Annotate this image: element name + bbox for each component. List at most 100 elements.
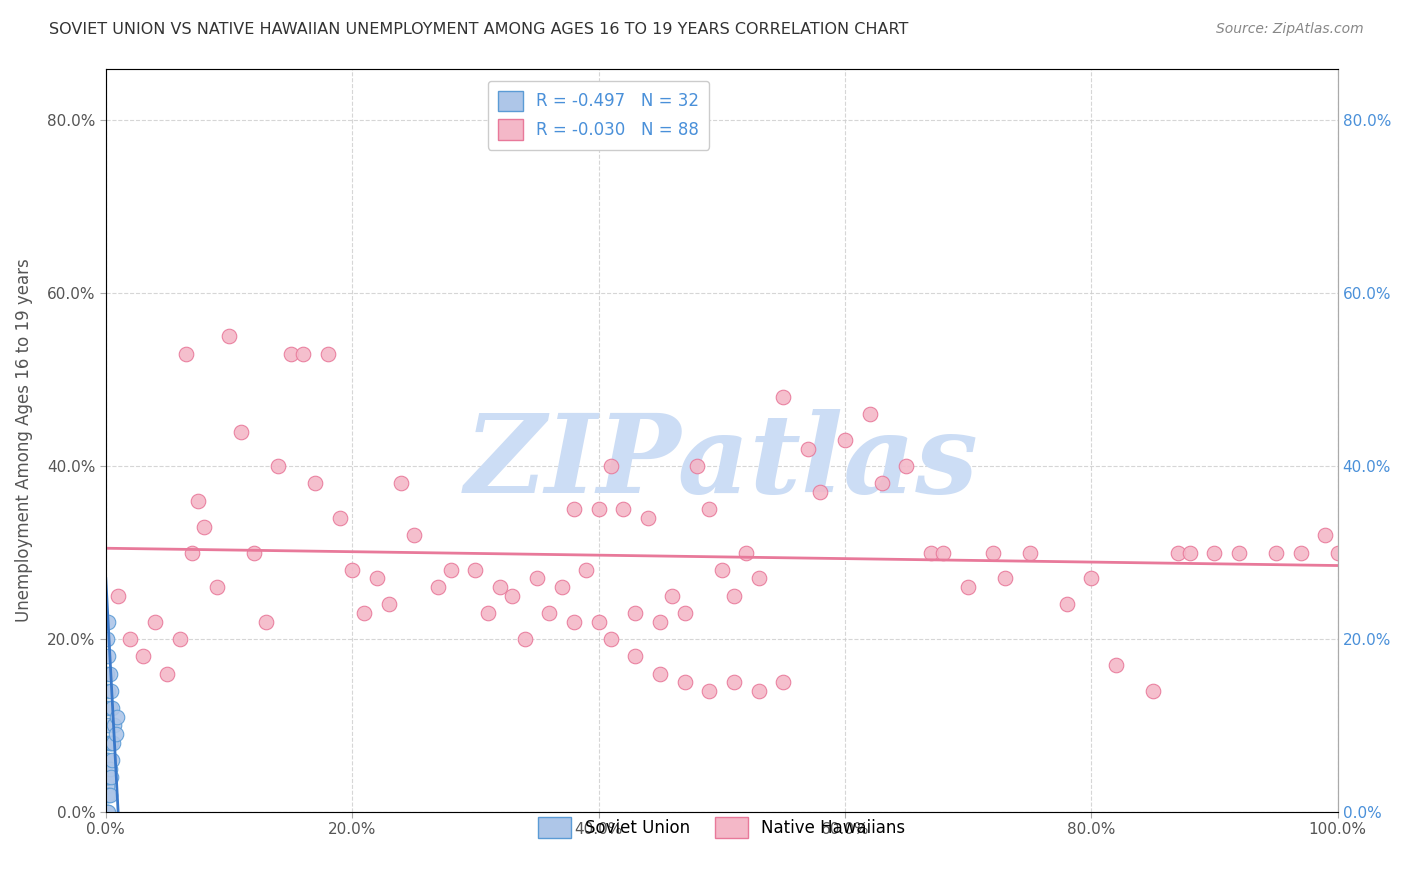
Point — [588, 615, 610, 629]
Point — [1315, 528, 1337, 542]
Point — [1142, 684, 1164, 698]
Point — [97, 615, 120, 629]
Point — [637, 511, 659, 525]
Point — [477, 606, 499, 620]
Point — [550, 580, 572, 594]
Point — [402, 528, 425, 542]
Point — [624, 606, 647, 620]
Point — [156, 666, 179, 681]
Point — [96, 632, 118, 646]
Point — [242, 545, 264, 559]
Point — [97, 753, 120, 767]
Point — [97, 805, 120, 819]
Point — [808, 485, 831, 500]
Point — [103, 736, 125, 750]
Point — [120, 632, 142, 646]
Point — [896, 459, 918, 474]
Point — [96, 753, 118, 767]
Point — [686, 459, 709, 474]
Point — [538, 606, 561, 620]
Point — [98, 762, 121, 776]
Point — [96, 666, 118, 681]
Point — [97, 770, 120, 784]
Point — [562, 502, 585, 516]
Point — [97, 684, 120, 698]
Point — [181, 545, 204, 559]
Point — [599, 632, 621, 646]
Text: SOVIET UNION VS NATIVE HAWAIIAN UNEMPLOYMENT AMONG AGES 16 TO 19 YEARS CORRELATI: SOVIET UNION VS NATIVE HAWAIIAN UNEMPLOY… — [49, 22, 908, 37]
Point — [340, 563, 363, 577]
Point — [612, 502, 634, 516]
Point — [174, 347, 197, 361]
Point — [103, 718, 125, 732]
Point — [957, 580, 980, 594]
Point — [650, 666, 672, 681]
Point — [101, 701, 124, 715]
Point — [169, 632, 191, 646]
Point — [96, 701, 118, 715]
Point — [1204, 545, 1226, 559]
Point — [291, 347, 314, 361]
Point — [464, 563, 486, 577]
Point — [254, 615, 277, 629]
Point — [661, 589, 683, 603]
Point — [1105, 657, 1128, 672]
Point — [1166, 545, 1188, 559]
Point — [735, 545, 758, 559]
Point — [920, 545, 942, 559]
Point — [673, 675, 696, 690]
Point — [1178, 545, 1201, 559]
Point — [100, 736, 122, 750]
Point — [231, 425, 253, 439]
Point — [97, 788, 120, 802]
Point — [723, 589, 745, 603]
Point — [797, 442, 820, 456]
Point — [748, 572, 770, 586]
Point — [575, 563, 598, 577]
Point — [96, 736, 118, 750]
Point — [858, 407, 880, 421]
Text: Source: ZipAtlas.com: Source: ZipAtlas.com — [1216, 22, 1364, 37]
Point — [834, 433, 856, 447]
Point — [316, 347, 339, 361]
Point — [98, 736, 121, 750]
Point — [1265, 545, 1288, 559]
Point — [96, 779, 118, 793]
Point — [96, 770, 118, 784]
Point — [96, 788, 118, 802]
Point — [366, 572, 388, 586]
Point — [489, 580, 512, 594]
Point — [98, 666, 121, 681]
Point — [650, 615, 672, 629]
Point — [588, 502, 610, 516]
Point — [97, 718, 120, 732]
Point — [280, 347, 302, 361]
Point — [100, 770, 122, 784]
Point — [329, 511, 352, 525]
Point — [673, 606, 696, 620]
Point — [994, 572, 1017, 586]
Y-axis label: Unemployment Among Ages 16 to 19 years: Unemployment Among Ages 16 to 19 years — [15, 259, 32, 622]
Point — [870, 476, 893, 491]
Legend: Soviet Union, Native Hawaiians: Soviet Union, Native Hawaiians — [531, 811, 912, 845]
Point — [699, 684, 721, 698]
Point — [599, 459, 621, 474]
Point — [981, 545, 1004, 559]
Point — [96, 805, 118, 819]
Point — [101, 753, 124, 767]
Point — [1289, 545, 1312, 559]
Point — [96, 805, 118, 819]
Point — [440, 563, 463, 577]
Point — [1326, 545, 1348, 559]
Point — [353, 606, 375, 620]
Point — [97, 649, 120, 664]
Point — [193, 519, 215, 533]
Point — [772, 675, 794, 690]
Point — [513, 632, 536, 646]
Text: ZIPatlas: ZIPatlas — [465, 409, 979, 516]
Point — [1080, 572, 1102, 586]
Point — [501, 589, 523, 603]
Point — [267, 459, 290, 474]
Point — [526, 572, 548, 586]
Point — [932, 545, 955, 559]
